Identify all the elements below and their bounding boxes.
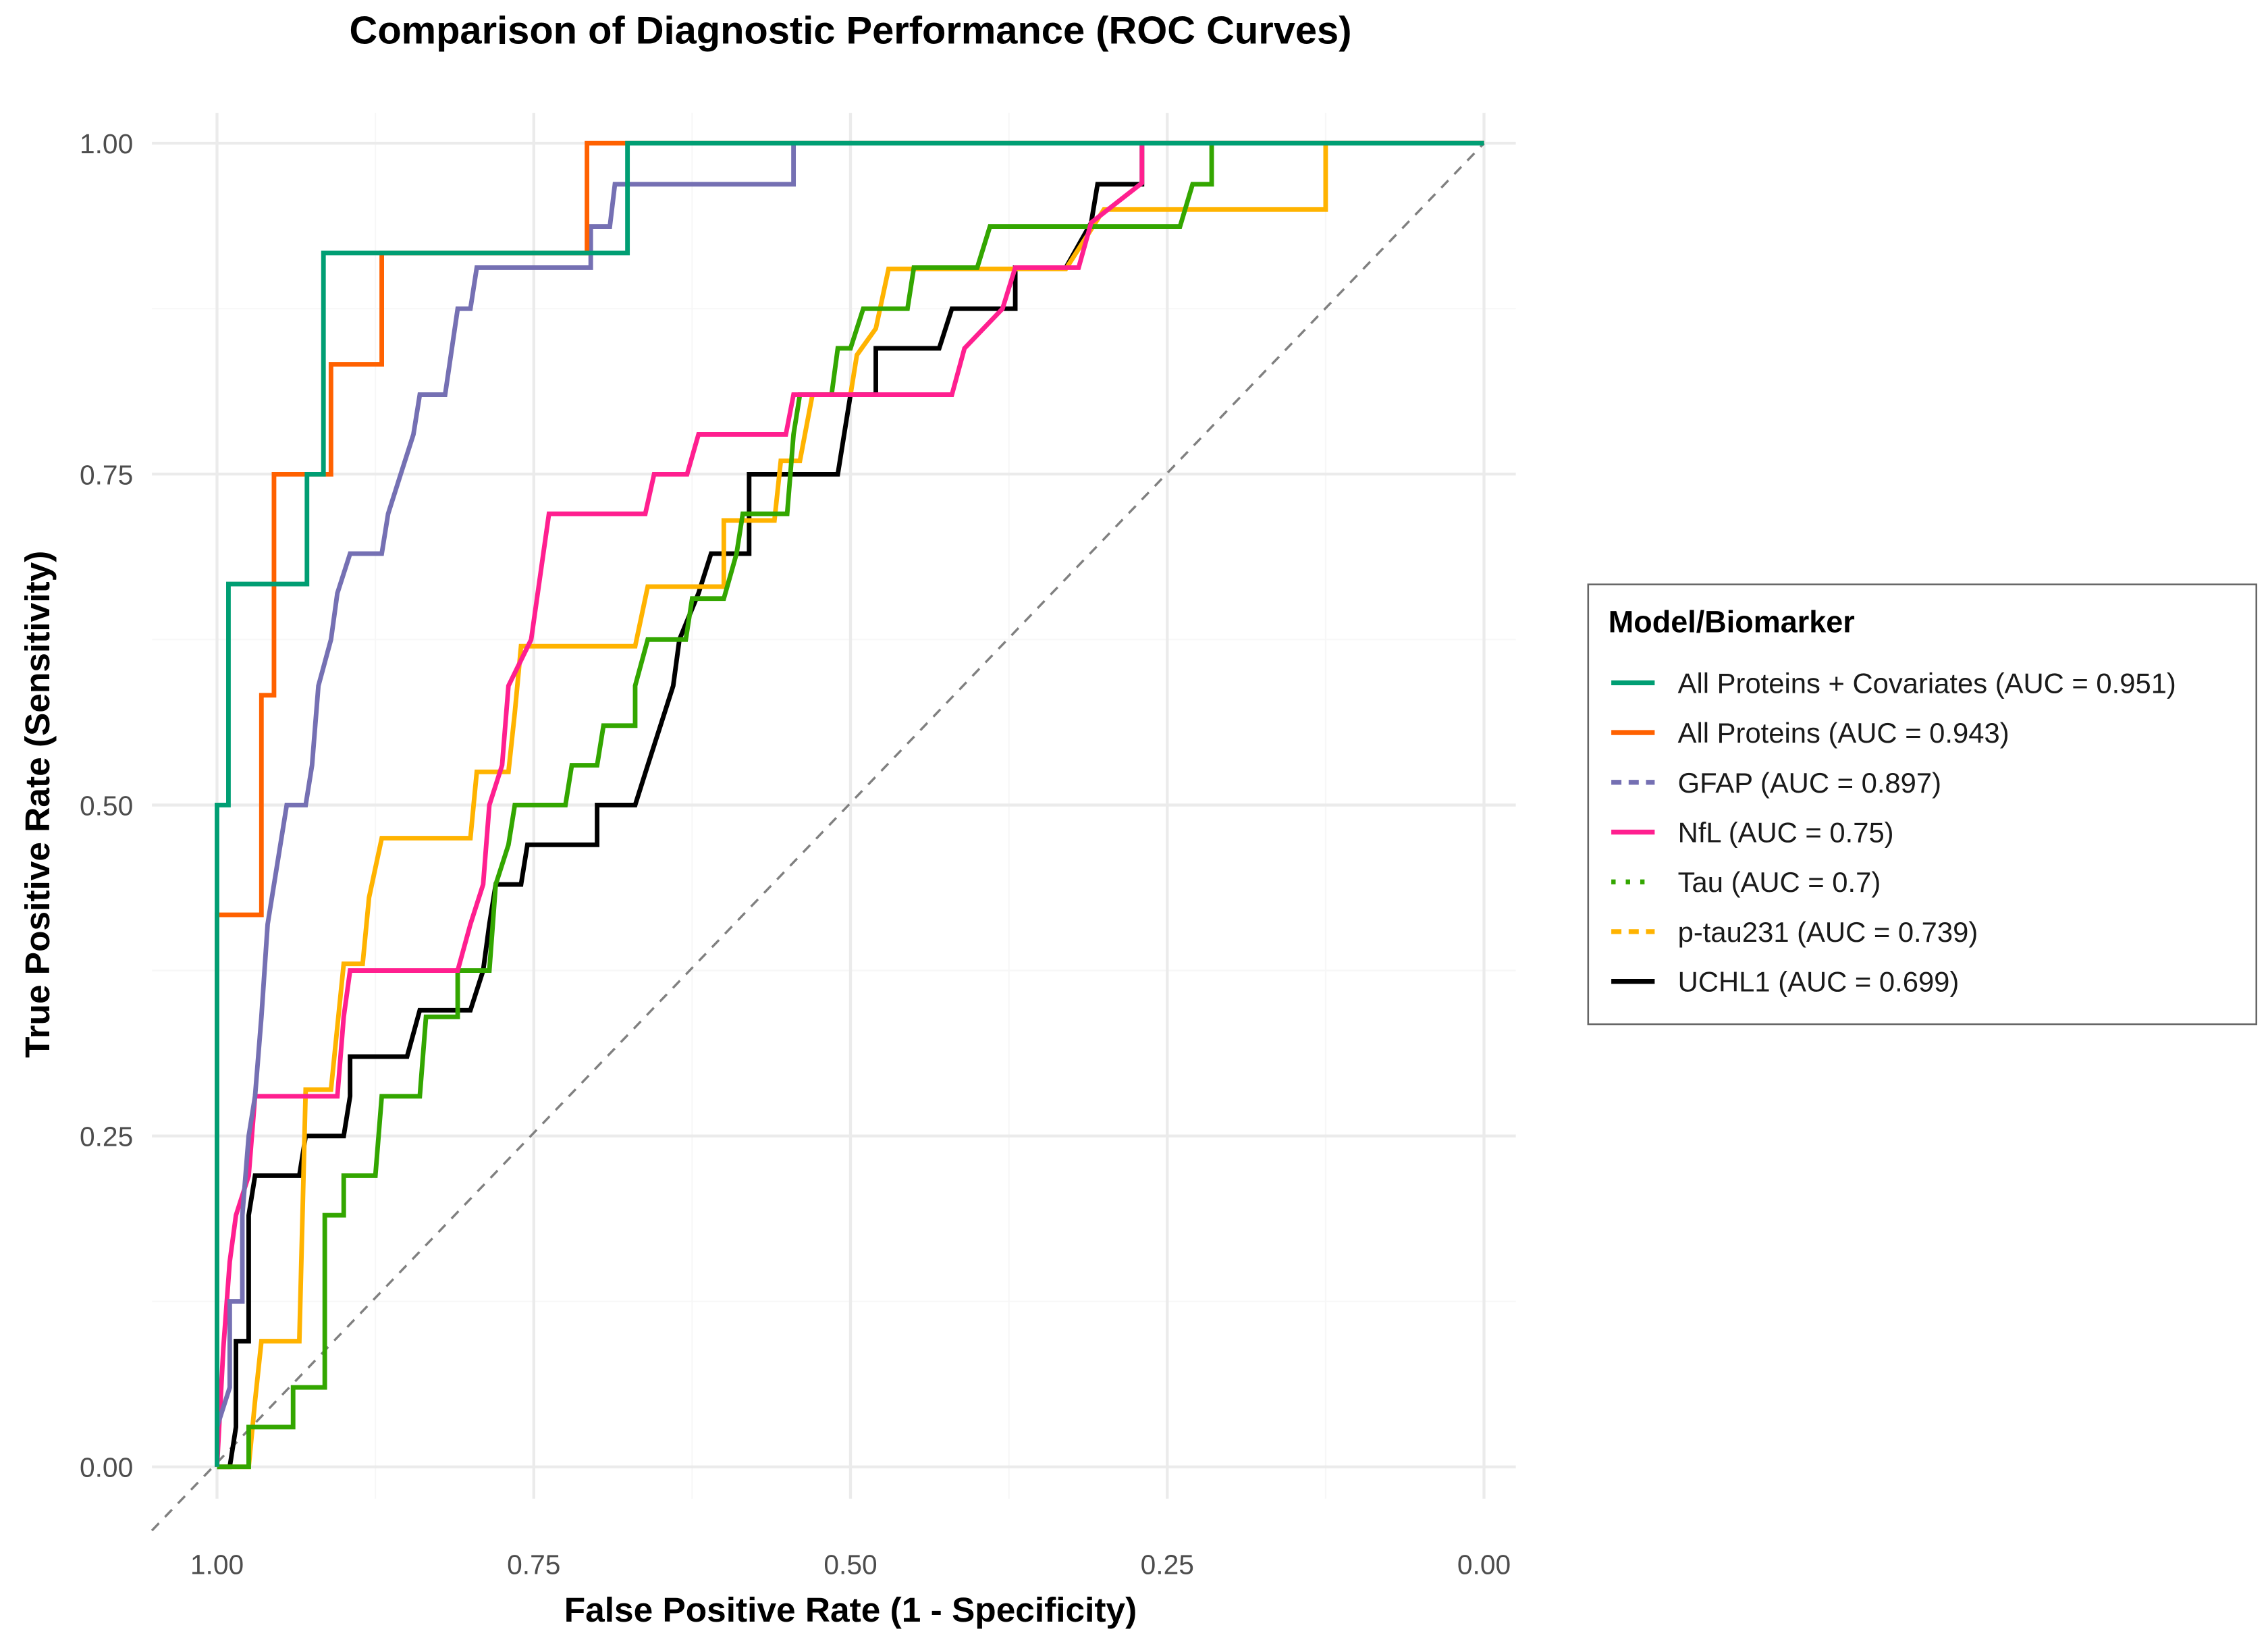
legend-box: [1587, 583, 2258, 1026]
x-tick-label: 0.00: [1457, 1549, 1511, 1580]
roc-curve-nfl: [215, 140, 1484, 1467]
y-axis-title: True Positive Rate (Sensitivity): [18, 551, 57, 1058]
legend-label: UCHL1 (AUC = 0.699): [1678, 966, 1960, 998]
legend-item: GFAP (AUC = 0.897): [1611, 767, 1941, 799]
legend-label: p-tau231 (AUC = 0.739): [1678, 916, 1978, 948]
legend-label: All Proteins + Covariates (AUC = 0.951): [1678, 667, 2176, 699]
x-tick-label: 0.25: [1141, 1549, 1194, 1580]
legend-label: All Proteins (AUC = 0.943): [1678, 717, 2009, 749]
roc-curve-p-tau231: [217, 140, 1484, 1470]
y-tick-label: 0.75: [80, 459, 133, 490]
x-tick-label: 1.00: [190, 1549, 244, 1580]
legend-label: GFAP (AUC = 0.897): [1678, 767, 1941, 799]
legend-item: Tau (AUC = 0.7): [1611, 866, 1881, 898]
legend-label: Tau (AUC = 0.7): [1678, 866, 1881, 898]
y-tick-label: 0.00: [80, 1452, 133, 1483]
y-tick-label: 0.50: [80, 790, 133, 821]
roc-curve-tau: [217, 140, 1484, 1470]
legend-label: NfL (AUC = 0.75): [1678, 816, 1894, 848]
x-tick-label: 0.75: [507, 1549, 560, 1580]
legend-item: NfL (AUC = 0.75): [1611, 816, 1894, 848]
legend-item: UCHL1 (AUC = 0.699): [1611, 966, 1959, 998]
legend-item: All Proteins (AUC = 0.943): [1611, 717, 2009, 749]
grid: [152, 113, 1516, 1499]
reference-diagonal: [151, 142, 1485, 1532]
y-tick-label: 0.25: [80, 1121, 133, 1152]
roc-curve-all-proteins-covariates: [215, 140, 1484, 1467]
roc-curves: [215, 140, 1484, 1470]
legend-item: All Proteins + Covariates (AUC = 0.951): [1611, 667, 2176, 699]
axis-ticks: 1.00 0.75 0.50 0.25 0.00 0.00 0.25 0.50 0.75 1.00: [80, 128, 1511, 1580]
legend-item: p-tau231 (AUC = 0.739): [1611, 916, 1978, 948]
legend: Model/Biomarker All Proteins + Covariate…: [1587, 583, 2258, 1026]
x-axis-title: False Positive Rate (1 - Specificity): [564, 1590, 1137, 1629]
y-tick-label: 1.00: [80, 128, 133, 159]
x-tick-label: 0.50: [824, 1549, 877, 1580]
chart-title: Comparison of Diagnostic Performance (RO…: [350, 9, 1352, 52]
legend-title: Model/Biomarker: [1609, 604, 1855, 639]
